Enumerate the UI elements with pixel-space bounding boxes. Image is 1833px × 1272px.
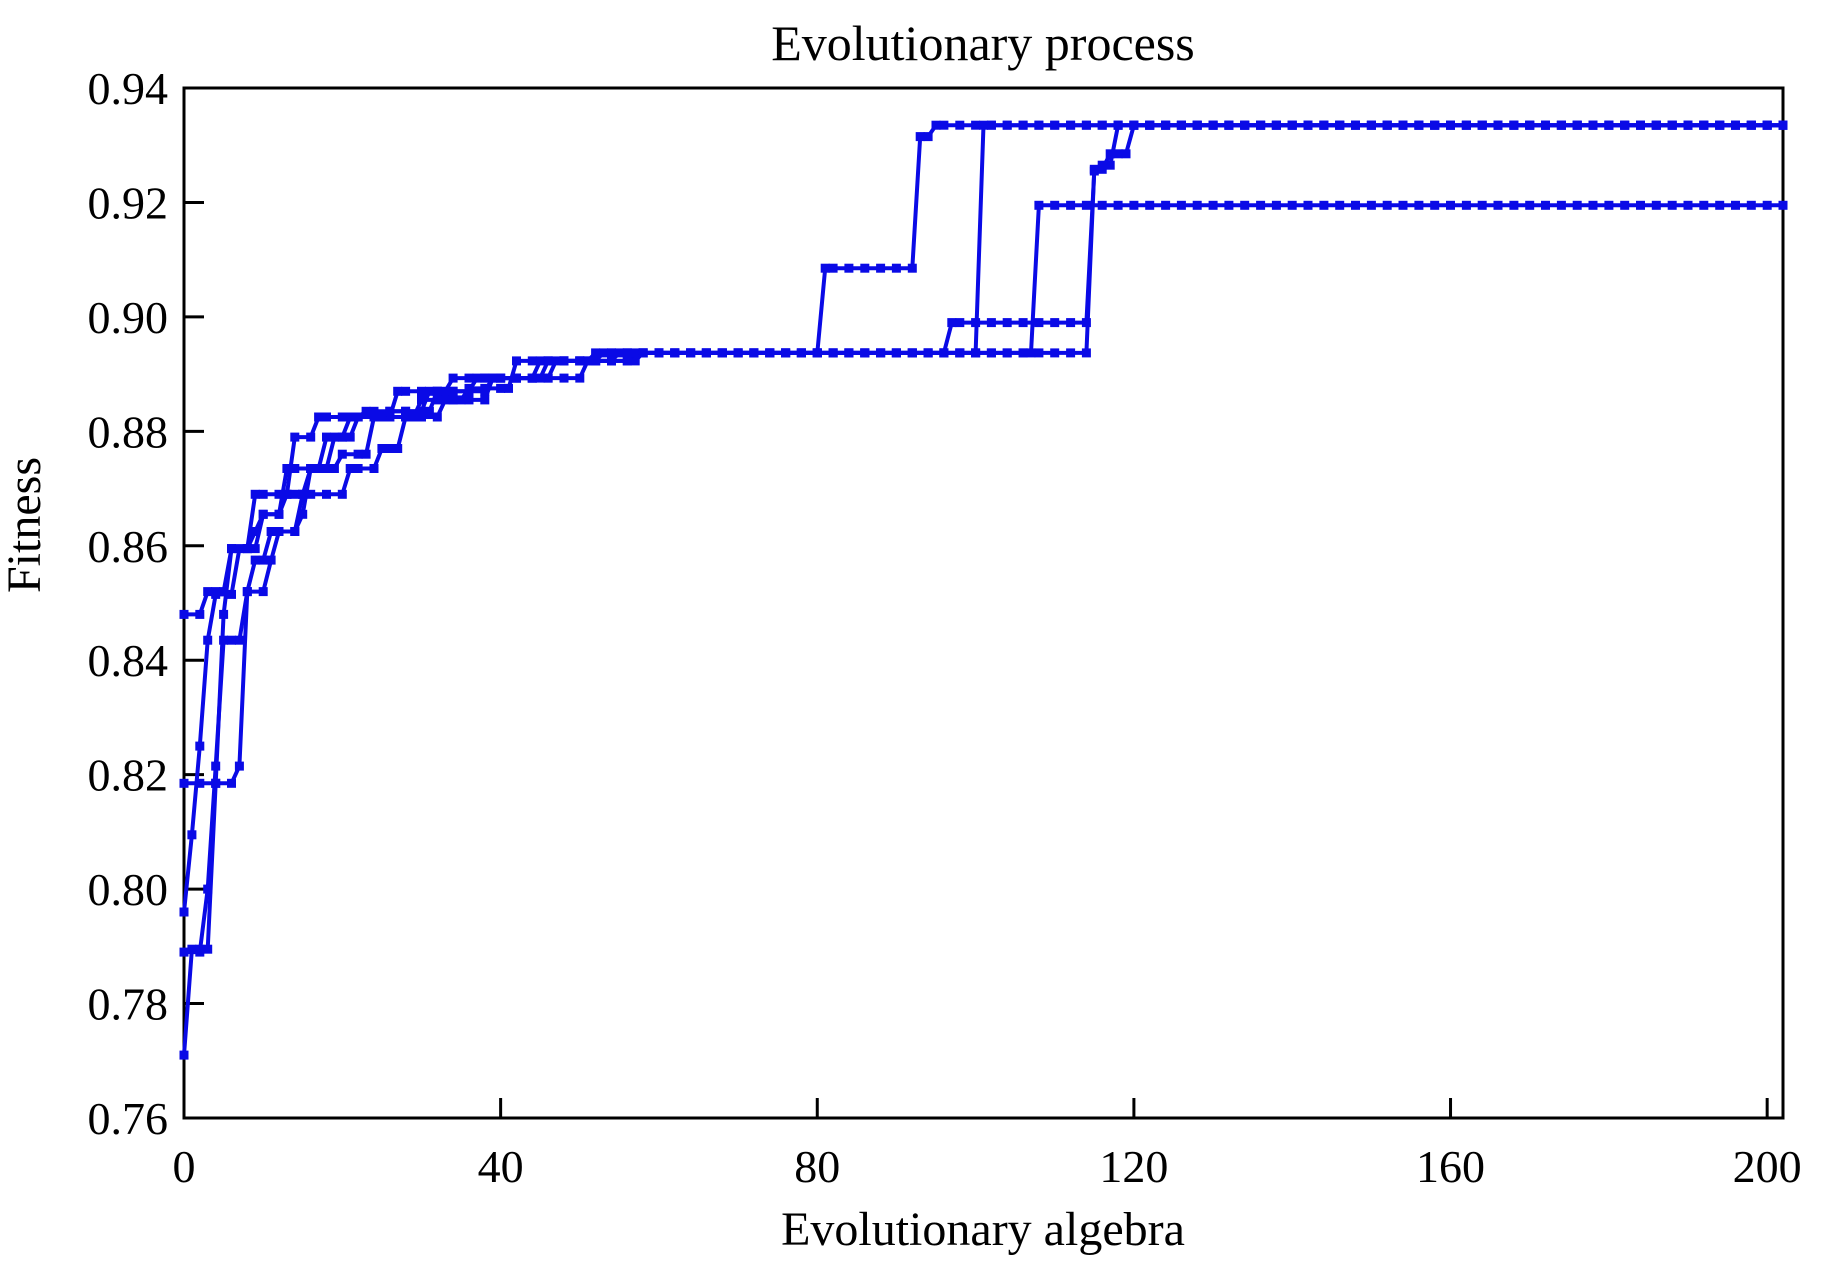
x-tick-label: 0 — [173, 1141, 196, 1192]
y-tick-label: 0.76 — [88, 1093, 169, 1144]
series-line-run-1 — [182, 123, 1783, 913]
series-markers-run-3 — [179, 200, 1788, 957]
series-run-4 — [179, 120, 1788, 788]
x-tick-label: 200 — [1733, 1141, 1802, 1192]
series-markers-run-2 — [179, 120, 1788, 1060]
series-markers-run-1 — [179, 120, 1788, 917]
x-tick-label: 120 — [1099, 1141, 1168, 1192]
series-line-run-2 — [182, 123, 1783, 1056]
axis-ticks: 0 40 80 120 160 200 0.76 0.78 0.80 0.82 0.84 0.86 0.… — [88, 63, 1802, 1192]
y-tick-label: 0.86 — [88, 521, 169, 572]
x-axis-label: Evolutionary algebra — [781, 1203, 1185, 1256]
x-tick-label: 40 — [478, 1141, 524, 1192]
y-tick-label: 0.80 — [88, 864, 169, 915]
chart-title: Evolutionary process — [771, 15, 1195, 71]
y-axis-label: Fitness — [0, 457, 51, 593]
y-tick-label: 0.88 — [88, 406, 169, 457]
plot-area — [182, 86, 1785, 1120]
series-run-5 — [179, 120, 1788, 619]
series-line-run-3 — [184, 203, 1783, 955]
x-tick-label: 80 — [794, 1141, 840, 1192]
series-run-1 — [179, 120, 1788, 917]
series-line-run-4 — [184, 123, 1783, 786]
y-tick-label: 0.82 — [88, 750, 169, 801]
series-run-2 — [179, 120, 1788, 1060]
y-tick-label: 0.78 — [88, 979, 169, 1030]
y-tick-label: 0.90 — [88, 292, 169, 343]
series-run-3 — [179, 200, 1788, 957]
x-tick-label: 160 — [1416, 1141, 1485, 1192]
y-tick-label: 0.94 — [88, 63, 169, 114]
y-tick-label: 0.84 — [88, 635, 169, 686]
data-series — [179, 120, 1788, 1060]
series-markers-run-4 — [179, 120, 1788, 788]
y-tick-label: 0.92 — [88, 177, 169, 228]
series-markers-run-5 — [179, 120, 1788, 619]
series-line-run-5 — [184, 123, 1783, 617]
